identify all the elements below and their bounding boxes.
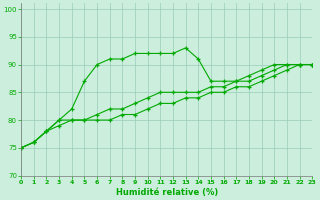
X-axis label: Humidité relative (%): Humidité relative (%) — [116, 188, 218, 197]
